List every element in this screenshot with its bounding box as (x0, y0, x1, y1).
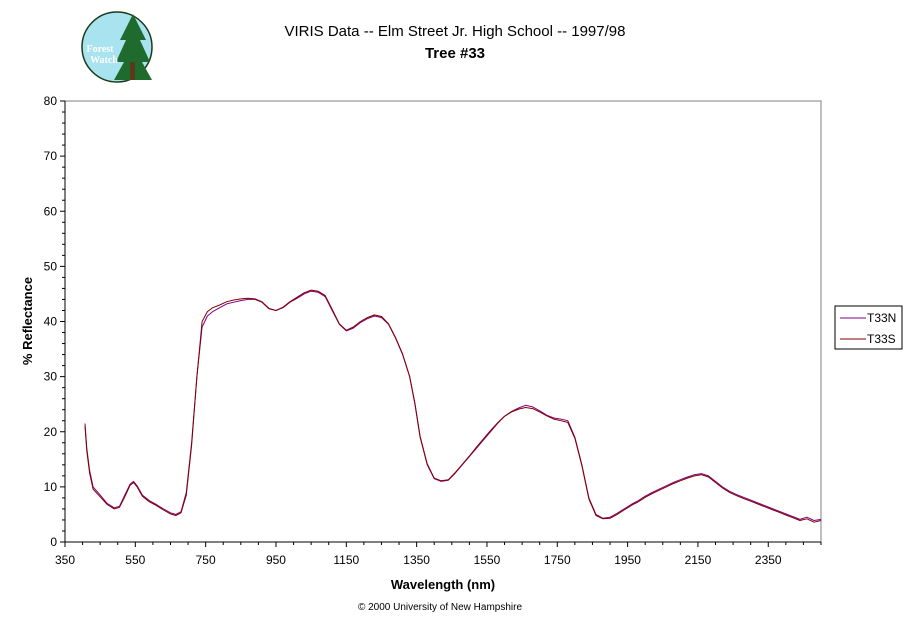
series-line-t33s (84, 289, 822, 523)
logo-text-line1: Forest (86, 44, 114, 55)
y-tick-label: 40 (44, 315, 58, 329)
x-tick-label: 1750 (544, 553, 571, 567)
y-tick-label: 60 (44, 204, 58, 218)
tree-icon (114, 14, 152, 80)
y-tick-label: 30 (44, 370, 58, 384)
y-axis-ticks: 0 10 20 30 40 50 60 70 80 (44, 94, 65, 549)
y-tick-label: 70 (44, 149, 58, 163)
y-tick-label: 80 (44, 94, 58, 108)
forest-watch-logo: Forest Watch (81, 11, 153, 83)
legend-box (834, 305, 903, 350)
x-axis-title: Wavelength (nm) (391, 577, 495, 592)
x-tick-label: 950 (266, 553, 286, 567)
y-tick-label: 20 (44, 425, 58, 439)
legend-label-t33s: T33S (867, 332, 896, 346)
x-tick-label: 350 (55, 553, 75, 567)
chart-title: VIRIS Data -- Elm Street Jr. High School… (285, 23, 626, 40)
x-axis-ticks: 350 550 750 950 1150 1350 1550 1750 1950 2150 2350 (55, 542, 822, 567)
x-tick-label: 1350 (403, 553, 430, 567)
x-tick-label: 550 (125, 553, 145, 567)
x-tick-label: 1150 (333, 553, 359, 567)
y-tick-label: 50 (44, 259, 58, 273)
chart-subtitle: Tree #33 (425, 45, 485, 62)
legend: T33N T33S (834, 305, 903, 350)
legend-label-t33n: T33N (867, 311, 896, 325)
y-tick-label: 10 (44, 480, 58, 494)
series-layer (84, 289, 822, 523)
x-tick-label: 750 (196, 553, 216, 567)
copyright-text: © 2000 University of New Hampshire (358, 602, 523, 613)
y-tick-label: 0 (50, 535, 57, 549)
y-axis-title: % Reflectance (20, 277, 35, 365)
x-tick-label: 1550 (474, 553, 501, 567)
x-tick-label: 2350 (755, 553, 782, 567)
x-tick-label: 1950 (614, 553, 641, 567)
logo-text-line2: Watch (90, 55, 118, 66)
x-tick-label: 2150 (685, 553, 712, 567)
series-line-t33n (84, 290, 822, 521)
